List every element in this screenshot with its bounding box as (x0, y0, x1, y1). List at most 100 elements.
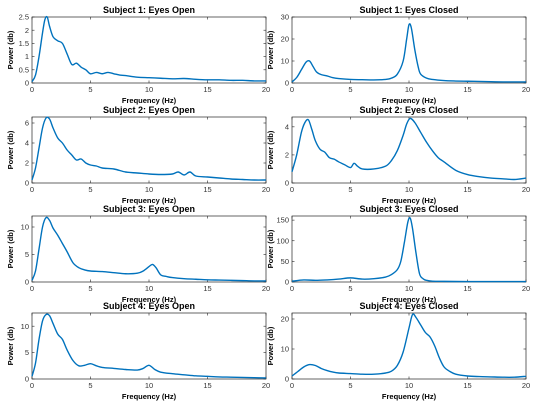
x-tick-label: 5 (348, 185, 352, 194)
x-tick-label: 10 (145, 85, 153, 94)
subplot-3: Subject 2: Eyes Open 0 5 10 15 20 0 2 4 6 Frequenc… (6, 105, 270, 205)
x-tick-label: 5 (348, 381, 352, 390)
y-tick-label: 100 (276, 236, 289, 245)
axes-box (31, 312, 267, 380)
axes-box (291, 215, 527, 283)
y-tick-label: 150 (276, 216, 289, 225)
power-spectrum-line (31, 216, 267, 282)
x-axis-label: Frequency (Hz) (122, 196, 177, 205)
x-tick-label: 10 (405, 85, 413, 94)
y-axis-label: Power (db) (266, 130, 275, 169)
x-tick-label: 10 (145, 284, 153, 293)
x-tick-label: 5 (348, 284, 352, 293)
y-tick-label: 4 (285, 122, 289, 131)
y-tick-label: 2 (25, 26, 29, 35)
power-spectrum-line (291, 117, 527, 181)
x-tick-label: 20 (522, 381, 530, 390)
x-tick-label: 15 (203, 185, 211, 194)
power-spectrum-line (291, 216, 526, 283)
y-tick-label: 0 (285, 375, 289, 384)
x-tick-label: 10 (405, 381, 413, 390)
x-tick-label: 0 (30, 284, 34, 293)
power-spectrum-line (31, 116, 267, 181)
subplot-1: Subject 1: Eyes Open 0 5 10 15 20 0 0.5 1 1.5 2 2.5… (6, 5, 270, 105)
y-tick-label: 0 (25, 79, 29, 88)
subplot-8: Subject 4: Eyes Closed 0 5 10 15 20 0 10 20 Frequ… (266, 301, 530, 401)
subplot-title: Subject 4: Eyes Closed (359, 301, 458, 311)
x-tick-label: 0 (290, 185, 294, 194)
y-tick-label: 0 (285, 278, 289, 287)
x-tick-label: 5 (88, 381, 92, 390)
x-tick-label: 20 (522, 284, 530, 293)
x-tick-label: 10 (145, 185, 153, 194)
y-tick-label: 1.5 (19, 39, 29, 48)
x-tick-label: 10 (405, 284, 413, 293)
y-tick-label: 4 (25, 139, 29, 148)
subplot-title: Subject 1: Eyes Closed (359, 5, 458, 15)
x-tick-label: 15 (463, 381, 471, 390)
y-axis-label: Power (db) (6, 30, 15, 69)
x-tick-label: 20 (522, 185, 530, 194)
power-spectrum-line (31, 313, 267, 379)
y-tick-label: 2.5 (19, 13, 29, 22)
y-axis-label: Power (db) (6, 130, 15, 169)
x-tick-label: 0 (290, 85, 294, 94)
x-tick-label: 15 (203, 85, 211, 94)
x-tick-label: 20 (262, 381, 270, 390)
x-tick-label: 15 (203, 381, 211, 390)
y-tick-label: 0 (285, 79, 289, 88)
subplot-title: Subject 2: Eyes Open (103, 105, 195, 115)
x-tick-label: 10 (145, 381, 153, 390)
y-tick-label: 2 (285, 151, 289, 160)
x-tick-label: 0 (30, 381, 34, 390)
x-axis-label: Frequency (Hz) (382, 392, 437, 401)
x-tick-label: 15 (463, 85, 471, 94)
x-tick-label: 0 (290, 381, 294, 390)
axes-box (31, 16, 267, 84)
subplot-title: Subject 3: Eyes Closed (359, 204, 458, 214)
x-tick-label: 5 (88, 185, 92, 194)
y-axis-label: Power (db) (266, 229, 275, 268)
y-tick-label: 10 (281, 57, 289, 66)
y-axis-label: Power (db) (266, 30, 275, 69)
x-axis-label: Frequency (Hz) (382, 196, 437, 205)
subplot-title: Subject 3: Eyes Open (103, 204, 195, 214)
x-tick-label: 20 (262, 185, 270, 194)
power-spectrum-line (291, 23, 526, 83)
y-tick-label: 10 (281, 345, 289, 354)
x-axis-label: Frequency (Hz) (382, 295, 437, 304)
subplot-title: Subject 4: Eyes Open (103, 301, 195, 311)
x-axis-label: Frequency (Hz) (122, 295, 177, 304)
axes-box (291, 116, 527, 184)
y-tick-label: 0.5 (19, 65, 29, 74)
x-tick-label: 10 (405, 185, 413, 194)
y-axis-label: Power (db) (6, 326, 15, 365)
y-tick-label: 30 (281, 13, 289, 22)
y-tick-label: 10 (21, 223, 29, 232)
x-tick-label: 20 (262, 85, 270, 94)
subplot-title: Subject 1: Eyes Open (103, 5, 195, 15)
x-tick-label: 0 (290, 284, 294, 293)
y-tick-label: 0 (25, 278, 29, 287)
x-tick-label: 5 (348, 85, 352, 94)
axes-box (291, 312, 527, 380)
x-tick-label: 15 (203, 284, 211, 293)
x-tick-label: 15 (463, 185, 471, 194)
y-tick-label: 0 (285, 179, 289, 188)
subplot-4: Subject 2: Eyes Closed 0 5 10 15 20 0 2 4 Frequen… (266, 105, 530, 205)
x-axis-label: Frequency (Hz) (382, 96, 437, 105)
subplot-2: Subject 1: Eyes Closed 0 5 10 15 20 0 10 20 30 Fre… (266, 5, 530, 105)
subplot-title: Subject 2: Eyes Closed (359, 105, 458, 115)
subplot-6: Subject 3: Eyes Closed 0 5 10 15 20 0 50 100 150 F… (266, 204, 530, 304)
x-tick-label: 0 (30, 85, 34, 94)
x-tick-label: 5 (88, 284, 92, 293)
x-tick-label: 20 (522, 85, 530, 94)
x-tick-label: 5 (88, 85, 92, 94)
subplot-5: Subject 3: Eyes Open 0 5 10 15 20 0 5 10 Frequenc… (6, 204, 270, 304)
y-tick-label: 6 (25, 119, 29, 128)
x-axis-label: Frequency (Hz) (122, 392, 177, 401)
x-tick-label: 15 (463, 284, 471, 293)
y-tick-label: 5 (25, 348, 29, 357)
y-tick-label: 0 (25, 179, 29, 188)
